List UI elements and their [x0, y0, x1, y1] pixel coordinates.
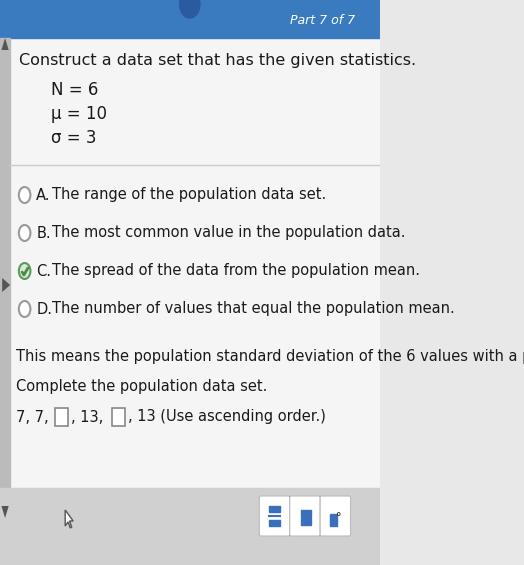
Bar: [307, 510, 311, 517]
Text: A.: A.: [36, 188, 51, 202]
Polygon shape: [65, 510, 73, 528]
Circle shape: [19, 263, 30, 279]
Text: N = 6: N = 6: [51, 81, 98, 99]
Text: D.: D.: [36, 302, 52, 316]
Text: C.: C.: [36, 263, 51, 279]
Text: This means the population standard deviation of the 6 values with a pop: This means the population standard devia…: [16, 350, 524, 364]
Text: Construct a data set that has the given statistics.: Construct a data set that has the given …: [19, 53, 416, 67]
Text: B.: B.: [36, 225, 51, 241]
Circle shape: [180, 0, 200, 18]
Bar: [307, 518, 311, 525]
Text: The most common value in the population data.: The most common value in the population …: [52, 225, 406, 241]
FancyBboxPatch shape: [290, 496, 320, 536]
Polygon shape: [2, 278, 10, 292]
Text: Complete the population data set.: Complete the population data set.: [16, 380, 267, 394]
Text: 7, 7,: 7, 7,: [16, 410, 49, 424]
Bar: [301, 510, 305, 517]
Text: The range of the population data set.: The range of the population data set.: [52, 188, 326, 202]
Text: The number of values that equal the population mean.: The number of values that equal the popu…: [52, 302, 455, 316]
Bar: [0, 38, 10, 488]
Text: Part 7 of 7: Part 7 of 7: [290, 14, 355, 27]
Bar: [330, 514, 337, 526]
FancyBboxPatch shape: [320, 496, 351, 536]
Text: , 13,: , 13,: [71, 410, 103, 424]
Text: The spread of the data from the population mean.: The spread of the data from the populati…: [52, 263, 420, 279]
Bar: [269, 520, 280, 526]
Circle shape: [19, 225, 30, 241]
Bar: [0, 488, 379, 565]
Text: , 13 (Use ascending order.): , 13 (Use ascending order.): [128, 410, 326, 424]
FancyBboxPatch shape: [112, 408, 125, 426]
Circle shape: [19, 301, 30, 317]
Bar: [301, 518, 305, 525]
Polygon shape: [2, 38, 9, 50]
Bar: [0, 0, 379, 38]
Bar: [269, 506, 280, 512]
Bar: [10, 38, 379, 488]
Text: σ = 3: σ = 3: [51, 129, 96, 147]
FancyBboxPatch shape: [55, 408, 68, 426]
Polygon shape: [2, 506, 9, 518]
Text: μ = 10: μ = 10: [51, 105, 107, 123]
Circle shape: [19, 187, 30, 203]
Text: °: °: [336, 512, 342, 522]
FancyBboxPatch shape: [259, 496, 290, 536]
